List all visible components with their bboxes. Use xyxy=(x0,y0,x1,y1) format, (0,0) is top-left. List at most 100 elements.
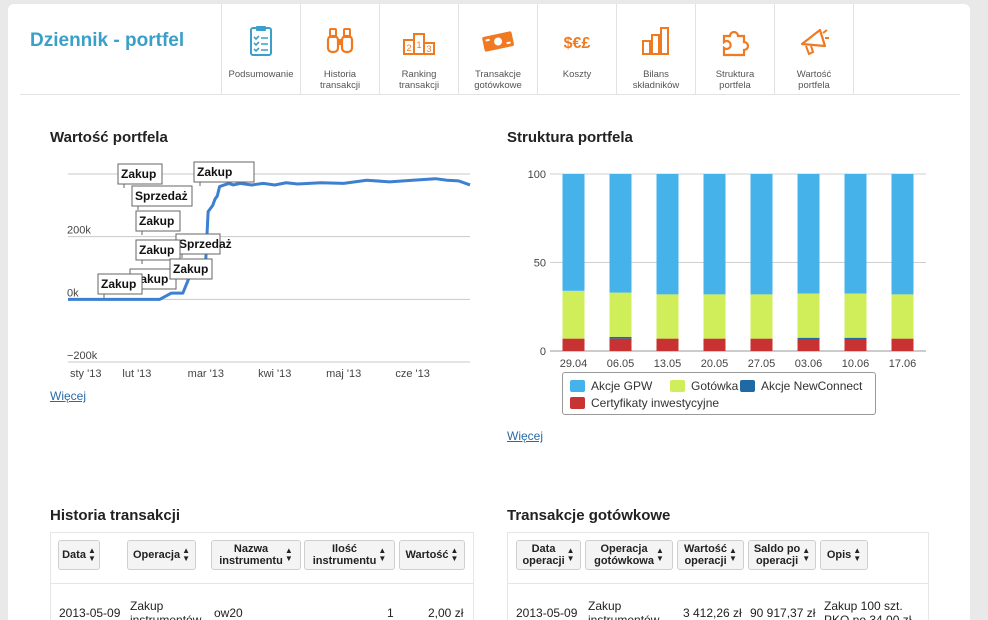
value-line-chart: 200k 0k −200k sty '13 lut '13 mar '13 kwi '13 m… xyxy=(67,161,471,380)
x-tick-label: 10.06 xyxy=(842,358,870,370)
structure-chart-title: Struktura portfela xyxy=(507,129,633,146)
y-tick-label: 200k xyxy=(67,225,91,237)
nav-item-cash[interactable]: Transakcje gotówkowe xyxy=(459,4,538,94)
x-tick-label: 27.05 xyxy=(748,358,776,370)
bar-segment xyxy=(609,336,632,339)
nav-item-balance[interactable]: Bilans składników xyxy=(617,4,696,94)
sort-button-cash-desc[interactable]: Opis ▲ ▼ xyxy=(820,540,868,570)
nav-item-value[interactable]: Wartość portfela xyxy=(775,4,854,94)
nav-divider xyxy=(20,94,960,95)
legend-swatch xyxy=(570,380,585,392)
legend-item[interactable]: Akcje NewConnect xyxy=(740,379,862,393)
legend-item[interactable]: Gotówka xyxy=(670,379,738,393)
event-flag-box xyxy=(131,185,193,207)
x-tick-label: 20.05 xyxy=(701,358,729,370)
event-flag-box xyxy=(135,239,181,261)
svg-text:3: 3 xyxy=(426,44,431,54)
y-tick-label: 100 xyxy=(528,169,546,181)
sort-button-cash-value[interactable]: Wartość operacji ▲ ▼ xyxy=(677,540,744,570)
sort-button-operation[interactable]: Operacja ▲ ▼ xyxy=(127,540,196,570)
event-flag-label: Zakup xyxy=(121,167,156,181)
bar-segment xyxy=(750,338,773,351)
binoculars-icon xyxy=(326,28,354,54)
sort-button-instrument-name[interactable]: Nazwa instrumentu ▲ ▼ xyxy=(211,540,301,570)
nav-label: Ranking transakcji xyxy=(398,69,440,91)
puzzle-icon xyxy=(722,30,750,57)
bar-segment xyxy=(844,339,867,351)
sort-button-instrument-qty[interactable]: Ilość instrumentu ▲ ▼ xyxy=(304,540,395,570)
event-flag: Zakup xyxy=(135,210,181,235)
bar-segment xyxy=(562,174,585,291)
top-nav: Podsumowanie Historia transakcji 2 1 3 R… xyxy=(221,4,854,94)
x-tick-label: lut '13 xyxy=(122,368,151,380)
event-flag-label: Zakup xyxy=(101,277,136,291)
bar-segment xyxy=(797,339,820,351)
cell-cash-value: 3 412,26 zł xyxy=(683,606,742,620)
cell-cash-operation: Zakup instrumentów xyxy=(588,599,660,620)
nav-item-costs[interactable]: $€£ Koszty xyxy=(538,4,617,94)
nav-item-ranking[interactable]: 2 1 3 Ranking transakcji xyxy=(380,4,459,94)
sort-button-cash-balance[interactable]: Saldo po operacji ▲ ▼ xyxy=(748,540,816,570)
bar-segment xyxy=(703,294,726,339)
table-header-divider xyxy=(51,583,473,584)
bar-segment xyxy=(797,337,820,340)
x-tick-label: cze '13 xyxy=(395,368,430,380)
bar-segment xyxy=(844,337,867,340)
main-panel: Dziennik - portfel Podsumowanie Historia… xyxy=(8,4,970,620)
nav-item-summary[interactable]: Podsumowanie xyxy=(222,4,301,94)
bar-segment xyxy=(844,174,867,294)
bar-segment xyxy=(844,293,867,338)
event-flag-box xyxy=(169,258,213,280)
x-tick-label: maj '13 xyxy=(326,368,361,380)
event-flag-box xyxy=(135,210,181,232)
bar-segment xyxy=(656,174,679,295)
legend-item[interactable]: Akcje GPW xyxy=(570,379,652,393)
cell-operation: Zakup instrumentów xyxy=(130,599,202,620)
x-tick-label: mar '13 xyxy=(188,368,224,380)
bar-segment xyxy=(609,174,632,293)
structure-more-link[interactable]: Więcej xyxy=(507,429,544,443)
x-tick-label: 29.04 xyxy=(560,358,588,370)
legend-item[interactable]: Certyfikaty inwestycyjne xyxy=(570,396,719,410)
y-tick-label: 0k xyxy=(67,287,79,299)
bar-segment xyxy=(750,174,773,295)
bar-segment xyxy=(797,174,820,294)
megaphone-icon xyxy=(800,28,829,56)
event-flag-box xyxy=(117,163,163,185)
event-flag-label: Sprzedaż xyxy=(135,189,188,203)
event-flag-label: Zakup xyxy=(139,243,174,257)
legend-swatch xyxy=(670,380,685,392)
x-tick-label: kwi '13 xyxy=(258,368,291,380)
sort-button-date[interactable]: Data ▲ ▼ xyxy=(58,540,100,570)
bar-segment xyxy=(609,338,632,351)
bar-segment xyxy=(562,338,585,351)
cash-title: Transakcje gotówkowe xyxy=(507,507,671,524)
event-flag: Sprzedaż xyxy=(131,185,193,210)
cell-cash-balance: 90 917,37 zł xyxy=(750,606,816,620)
sort-button-value[interactable]: Wartość ▲ ▼ xyxy=(399,540,465,570)
nav-item-history[interactable]: Historia transakcji xyxy=(301,4,380,94)
sort-button-cash-operation[interactable]: Operacja gotówkowa ▲ ▼ xyxy=(585,540,673,570)
nav-label: Bilans składników xyxy=(632,69,680,91)
structure-bar-chart: 100 50 0 29.04 06.05 13.05 20.05 27.05 03.06 10.0… xyxy=(528,169,926,370)
bar-segment xyxy=(797,293,820,338)
clipboard-icon xyxy=(250,26,272,56)
sort-button-cash-date[interactable]: Data operacji ▲ ▼ xyxy=(516,540,581,570)
event-flag: Zakup xyxy=(193,161,255,186)
y-tick-label: 50 xyxy=(534,258,546,270)
nav-item-structure[interactable]: Struktura portfela xyxy=(696,4,775,94)
banknote-icon xyxy=(482,31,514,52)
x-tick-label: 06.05 xyxy=(607,358,635,370)
event-flag-box xyxy=(97,273,143,295)
cell-value: 2,00 zł xyxy=(428,606,464,620)
svg-text:1: 1 xyxy=(416,40,421,50)
bar-segment xyxy=(891,174,914,295)
x-tick-label: sty '13 xyxy=(70,368,101,380)
cell-instrument-name: ow20 xyxy=(214,606,243,620)
cell-cash-date: 2013-05-09 xyxy=(516,606,578,620)
y-tick-label: −200k xyxy=(67,350,98,362)
structure-legend: Akcje GPW Gotówka Akcje NewConnect Certy… xyxy=(562,372,876,415)
event-flag: Sprzedaż xyxy=(175,233,232,258)
value-more-link[interactable]: Więcej xyxy=(50,389,87,403)
cell-cash-desc: Zakup 100 szt. PKO po 34,00 zł xyxy=(824,599,912,620)
